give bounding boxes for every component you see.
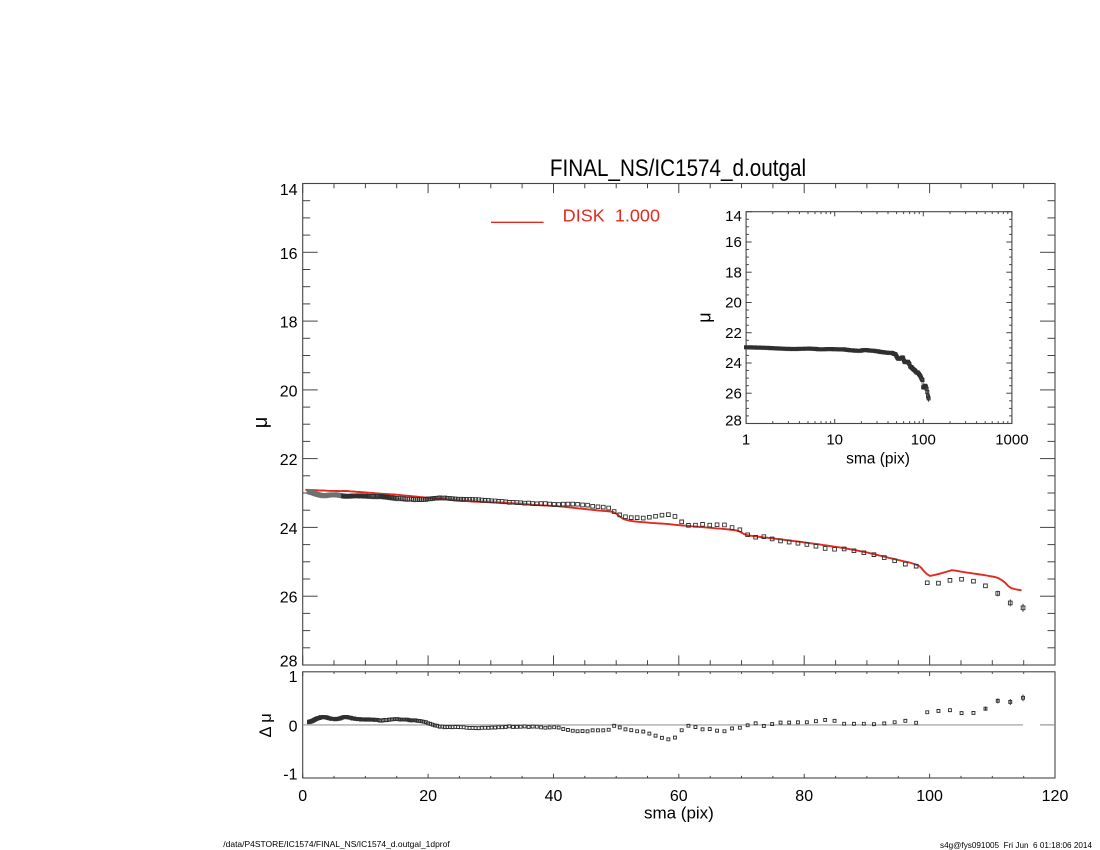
svg-text:40: 40 — [545, 788, 563, 805]
svg-text:s4g@fys091005 Fri Jun 6 01:1: s4g@fys091005 Fri Jun 6 01:18:06 2014 — [940, 840, 1092, 850]
svg-text:100: 100 — [911, 431, 936, 448]
svg-text:20: 20 — [725, 295, 742, 312]
svg-text:28: 28 — [280, 654, 298, 671]
svg-text:24: 24 — [725, 355, 742, 372]
svg-text:-1: -1 — [283, 767, 297, 784]
svg-text:0: 0 — [289, 718, 298, 735]
svg-text:28: 28 — [725, 412, 742, 429]
svg-text:18: 18 — [725, 264, 742, 281]
svg-text:16: 16 — [725, 234, 742, 251]
svg-text:60: 60 — [670, 788, 688, 805]
svg-text:120: 120 — [1042, 788, 1069, 805]
svg-text:16: 16 — [280, 246, 298, 263]
svg-text:20: 20 — [419, 788, 437, 805]
svg-text:14: 14 — [725, 208, 742, 225]
svg-text:DISK 1.000: DISK 1.000 — [563, 206, 661, 226]
svg-text:μ: μ — [250, 417, 272, 429]
svg-text:20: 20 — [280, 383, 298, 400]
svg-text:24: 24 — [280, 521, 298, 538]
svg-text:μ: μ — [694, 312, 714, 322]
svg-text:0: 0 — [298, 788, 307, 805]
svg-text:10: 10 — [826, 431, 843, 448]
svg-text:26: 26 — [725, 385, 742, 402]
svg-text:1: 1 — [289, 669, 298, 686]
svg-text:1: 1 — [742, 431, 750, 448]
svg-text:26: 26 — [280, 590, 298, 607]
svg-text:FINAL_NS/IC1574_d.outgal: FINAL_NS/IC1574_d.outgal — [550, 155, 806, 182]
svg-text:80: 80 — [795, 788, 813, 805]
svg-text:sma (pix): sma (pix) — [846, 451, 910, 468]
svg-text:sma (pix): sma (pix) — [644, 804, 714, 823]
svg-text:14: 14 — [280, 182, 298, 199]
svg-text:22: 22 — [725, 325, 742, 342]
svg-text:1000: 1000 — [995, 431, 1028, 448]
svg-text:22: 22 — [280, 452, 298, 469]
svg-text:/data/P4STORE/IC1574/FINAL_NS/: /data/P4STORE/IC1574/FINAL_NS/IC1574_d.o… — [223, 839, 450, 849]
svg-text:Δ μ: Δ μ — [257, 713, 275, 737]
svg-text:100: 100 — [916, 788, 943, 805]
svg-text:18: 18 — [280, 315, 298, 332]
